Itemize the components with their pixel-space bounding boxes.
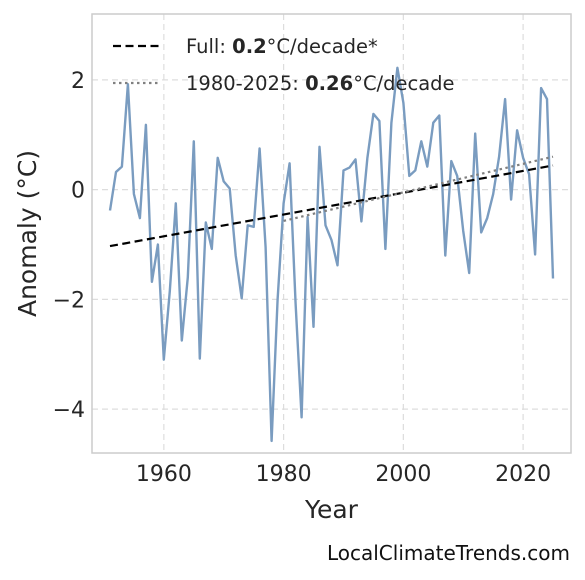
anomaly-series-line — [108, 66, 555, 443]
series-layer — [108, 66, 555, 443]
x-axis-label: Year — [304, 495, 359, 524]
y-tick-label: 0 — [71, 179, 85, 204]
plot-frame — [91, 13, 572, 454]
legend-text-prefix: Full: — [186, 35, 232, 58]
legend: Full: 0.2°C/decade*1980-2025: 0.26°C/dec… — [113, 35, 455, 95]
x-tick-label: 1980 — [256, 462, 312, 487]
watermark: LocalClimateTrends.com — [327, 541, 570, 565]
legend-text-suffix: °C/decade* — [267, 35, 378, 58]
y-tick-label: −4 — [53, 398, 85, 423]
legend-text-value: 0.2 — [232, 35, 267, 58]
y-tick-label: −2 — [53, 288, 85, 313]
tick-labels: 1960 1980 2000 2020 −4 −2 0 2 — [53, 69, 552, 487]
legend-text-value: 0.26 — [305, 72, 353, 95]
full-trend-line — [109, 164, 554, 248]
grid — [92, 14, 571, 453]
x-tick-label: 2000 — [375, 462, 431, 487]
x-tick-label: 2020 — [495, 462, 551, 487]
recent-trend-line — [283, 155, 554, 222]
y-tick-label: 2 — [71, 69, 85, 94]
y-axis-label: Anomaly (°C) — [13, 150, 42, 317]
legend-text-prefix: 1980-2025: — [186, 72, 305, 95]
legend-entry-full: Full: 0.2°C/decade* — [186, 35, 378, 58]
legend-entry-recent: 1980-2025: 0.26°C/decade — [186, 72, 455, 95]
x-tick-label: 1960 — [136, 462, 192, 487]
legend-text-suffix: °C/decade — [353, 72, 454, 95]
